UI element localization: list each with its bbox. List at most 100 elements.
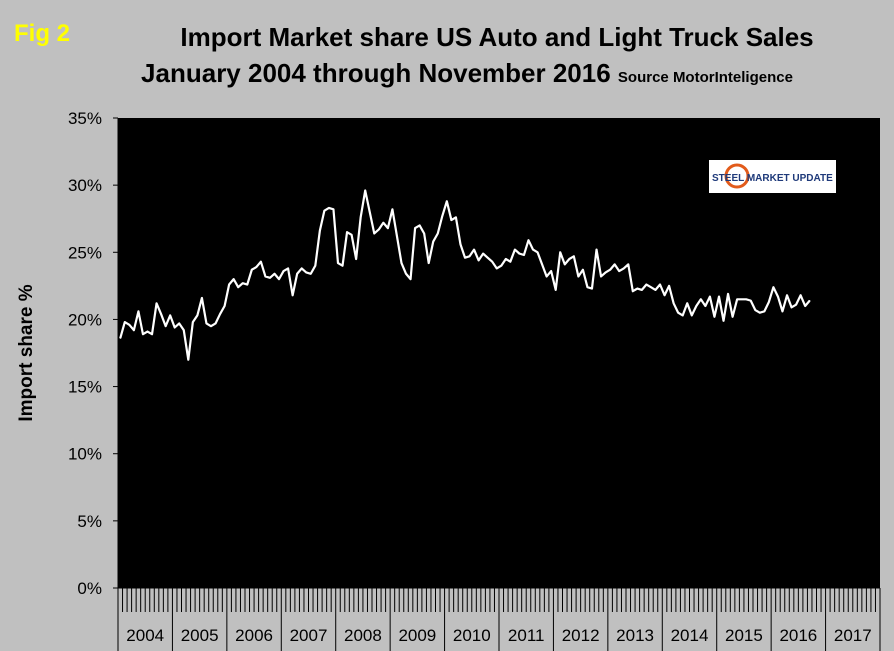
data-point	[378, 228, 380, 231]
data-point	[641, 289, 643, 291]
data-point	[142, 333, 144, 335]
data-point	[591, 287, 593, 290]
data-point	[668, 285, 670, 287]
data-point	[223, 305, 226, 307]
data-point	[301, 267, 303, 269]
data-point	[373, 232, 375, 235]
data-point	[246, 283, 248, 286]
data-point	[255, 266, 257, 268]
data-point	[577, 275, 579, 278]
y-tick-label: 10%	[68, 445, 102, 464]
data-point	[600, 275, 602, 278]
data-point	[192, 321, 194, 323]
data-point	[332, 208, 335, 210]
y-tick-label: 15%	[68, 378, 102, 397]
x-year-label: 2017	[834, 626, 872, 645]
data-point	[400, 262, 403, 264]
data-point	[650, 286, 652, 288]
data-point	[169, 314, 171, 316]
data-point	[500, 265, 502, 267]
data-point	[328, 207, 330, 209]
chart-title-line2: January 2004 through November 2016 Sourc…	[0, 58, 894, 89]
data-point	[155, 302, 158, 304]
data-point	[337, 262, 339, 264]
data-point	[682, 314, 684, 316]
data-point	[790, 306, 793, 308]
data-point	[428, 262, 430, 264]
data-point	[310, 273, 312, 275]
chart-title-line1: Import Market share US Auto and Light Tr…	[180, 22, 814, 52]
data-point	[341, 265, 344, 267]
data-point	[527, 239, 530, 241]
x-year-label: 2011	[508, 626, 545, 645]
data-point	[809, 300, 811, 302]
x-year-label: 2012	[562, 626, 600, 645]
data-point	[178, 322, 180, 325]
y-axis-title: Import share %	[16, 284, 37, 421]
data-point	[559, 251, 561, 253]
data-point	[786, 294, 788, 296]
data-point	[119, 337, 121, 339]
data-point	[273, 273, 276, 275]
data-point	[532, 249, 534, 251]
data-point	[133, 329, 135, 331]
data-point	[673, 302, 675, 304]
y-tick-label: 30%	[68, 176, 102, 195]
chart-title-line2-text: January 2004 through November 2016	[141, 58, 611, 88]
data-point	[582, 269, 584, 271]
y-tick-label: 25%	[68, 243, 102, 262]
data-point	[763, 310, 765, 312]
data-point	[314, 265, 316, 267]
data-point	[804, 305, 806, 307]
data-point	[305, 271, 307, 274]
data-point	[491, 261, 493, 263]
data-point	[455, 216, 457, 218]
y-tick-label: 5%	[77, 512, 102, 531]
data-point	[704, 305, 706, 307]
data-point	[187, 359, 189, 361]
data-point	[709, 296, 711, 298]
data-point	[781, 310, 784, 312]
data-point	[369, 211, 371, 213]
data-point	[364, 189, 366, 192]
data-point	[663, 294, 666, 296]
x-year-label: 2006	[235, 626, 273, 645]
data-point	[205, 322, 208, 325]
data-point	[269, 277, 271, 279]
data-point	[536, 251, 539, 253]
plot-area	[118, 118, 880, 588]
data-point	[482, 253, 484, 255]
data-point	[564, 263, 566, 265]
data-point	[396, 235, 398, 237]
x-year-label: 2007	[290, 626, 328, 645]
data-point	[409, 278, 412, 280]
data-point	[487, 257, 489, 259]
data-point	[323, 210, 325, 212]
data-point	[423, 232, 425, 235]
data-point	[228, 283, 230, 286]
data-point	[713, 316, 716, 318]
data-point	[595, 249, 598, 251]
data-point	[196, 314, 198, 316]
data-point	[691, 314, 693, 316]
data-point	[278, 278, 280, 280]
data-point	[174, 326, 176, 329]
data-point	[768, 301, 770, 303]
data-point	[450, 219, 452, 221]
data-point	[419, 224, 421, 227]
data-point	[183, 329, 185, 331]
data-point	[546, 275, 548, 278]
x-year-label: 2008	[344, 626, 382, 645]
data-point	[568, 258, 570, 260]
data-point	[759, 312, 761, 314]
data-point	[319, 230, 321, 232]
data-point	[695, 305, 697, 307]
x-year-label: 2005	[181, 626, 219, 645]
data-point	[745, 298, 747, 300]
x-year-label: 2004	[126, 626, 164, 645]
data-point	[414, 227, 416, 229]
data-point	[219, 313, 221, 315]
data-point	[614, 263, 616, 265]
data-point	[165, 325, 167, 327]
source-note: Source MotorInteligence	[617, 69, 793, 86]
